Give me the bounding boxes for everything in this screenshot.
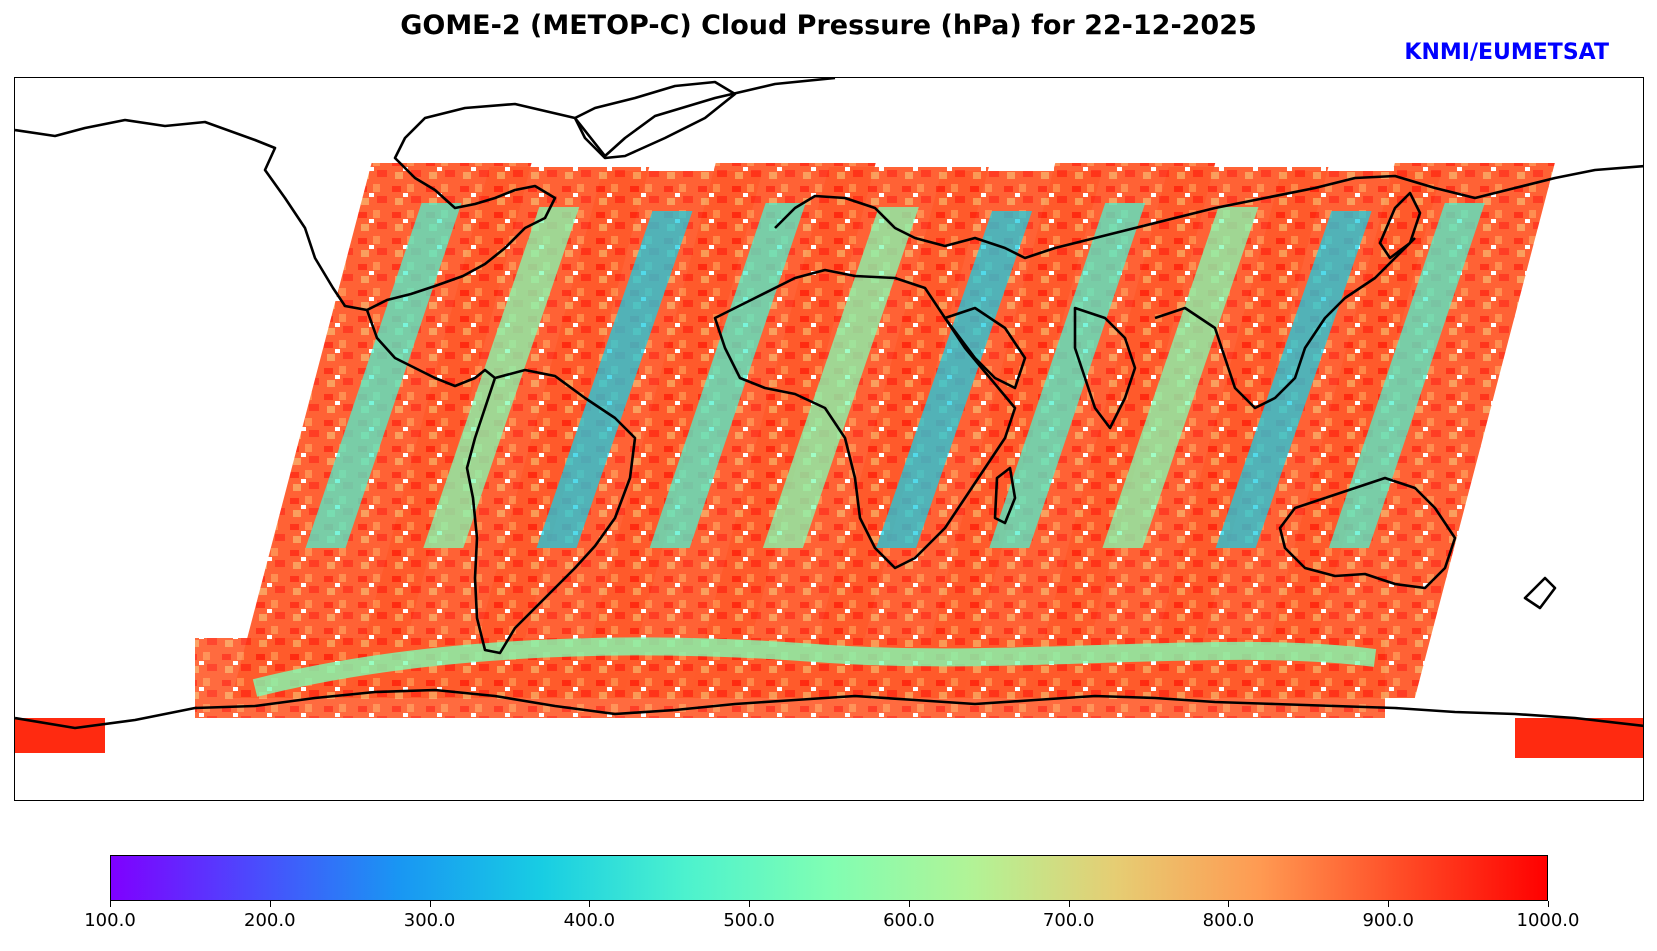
colorbar-tick-label: 600.0 [883, 910, 935, 931]
swath-4-high-cloud-band [649, 203, 806, 548]
swath-6-high-cloud-band [876, 211, 1033, 548]
world-map [14, 77, 1644, 801]
colorbar-tick-label: 200.0 [244, 910, 296, 931]
coastlines [15, 78, 1643, 730]
india-coast [1073, 306, 1137, 430]
antarctic-patch-2 [1515, 718, 1643, 758]
credit-label: KNMI/EUMETSAT [1404, 40, 1609, 65]
colorbar-tick-label: 700.0 [1042, 910, 1095, 931]
colorbar-tick [1548, 901, 1549, 907]
australia-coast [1278, 476, 1457, 590]
colorbar-tick [110, 901, 111, 907]
new-zealand-coast [1523, 576, 1557, 610]
colorbar-tick-label: 800.0 [1202, 910, 1255, 931]
colorbar-tick [269, 901, 271, 907]
colorbar-tick [749, 901, 751, 907]
africa-coast [713, 268, 1017, 570]
colorbar-tick-label: 300.0 [403, 910, 456, 931]
southeast-asia-coast [1154, 237, 1416, 410]
colorbar-tick-label: 500.0 [723, 910, 775, 931]
colorbar-tick [1388, 901, 1390, 907]
swath-5-high-cloud-band [762, 207, 919, 548]
colorbar-tick [1228, 901, 1230, 907]
arabia-coast [943, 306, 1027, 390]
swath-7-high-cloud-band [989, 203, 1146, 548]
central-america-coast [365, 309, 496, 388]
map-canvas [15, 78, 1643, 758]
north-america-coast [15, 78, 836, 312]
colorbar-tick [429, 901, 431, 907]
antarctica-coast [15, 688, 1643, 730]
japan-coast [1378, 191, 1422, 260]
swath-3-high-cloud-band [536, 211, 693, 548]
madagascar-coast [993, 466, 1017, 525]
swath-8-high-cloud-band [1102, 207, 1259, 548]
colorbar-tick-label: 100.0 [84, 910, 136, 931]
antarctic-patch-1 [15, 718, 105, 753]
colorbar-tick [589, 901, 591, 907]
swath-layer [15, 163, 1643, 758]
colorbar-tick-label: 900.0 [1362, 910, 1414, 931]
europe-coast [774, 164, 1643, 260]
colorbar-tick [908, 901, 910, 907]
south-america-coast [465, 368, 637, 655]
greenland-coast [573, 80, 737, 160]
map-title: GOME-2 (METOP-C) Cloud Pressure (hPa) fo… [400, 10, 1257, 41]
colorbar [110, 855, 1548, 901]
swath-10-high-cloud-band [1328, 203, 1485, 548]
colorbar-tick-label: 400.0 [563, 910, 616, 931]
southern-ocean-cloud-band [252, 637, 1377, 697]
colorbar-tick [1068, 901, 1070, 907]
colorbar-tick-label: 1000.0 [1516, 910, 1580, 931]
